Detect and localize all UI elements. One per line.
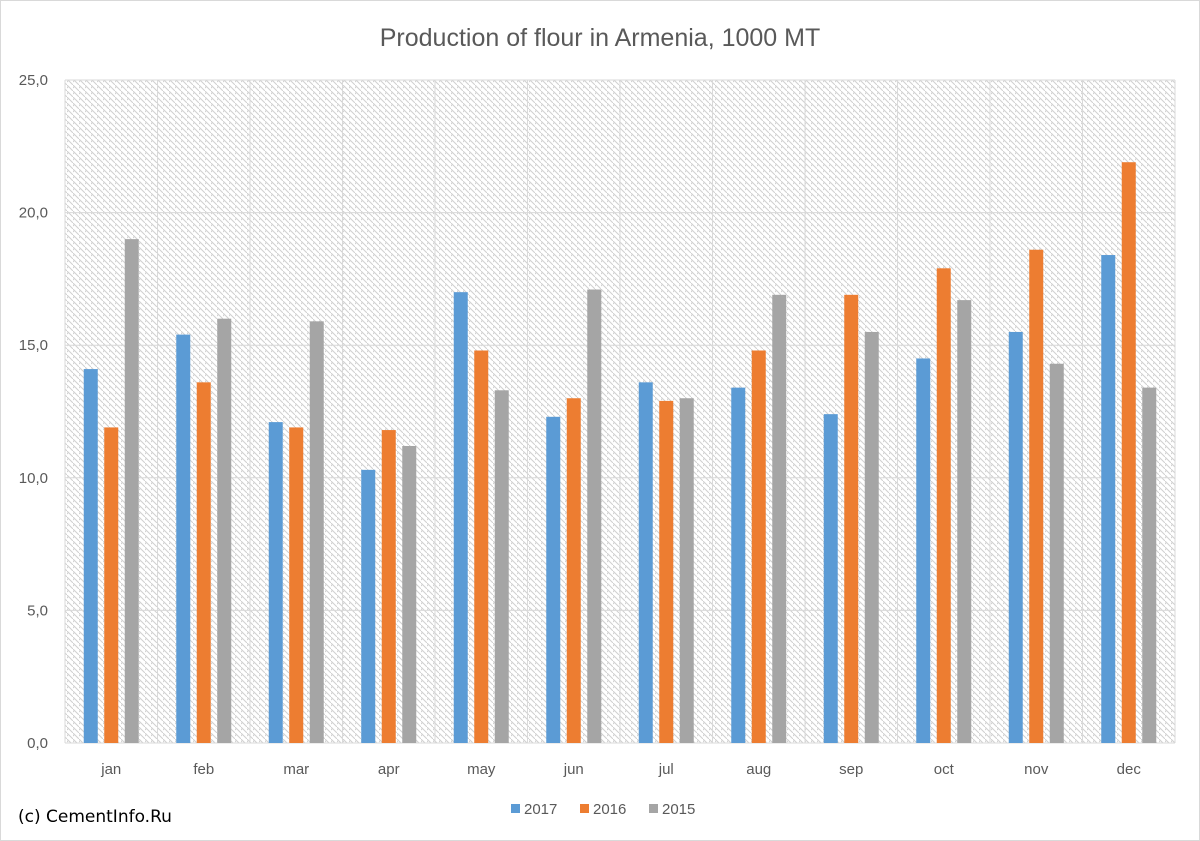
bars (83, 162, 1157, 744)
bar-aug-2015 (772, 294, 787, 743)
bar-nov-2015 (1049, 363, 1064, 743)
bar-nov-2016 (1029, 249, 1044, 743)
bar-apr-2017 (361, 469, 376, 743)
x-tick-label: feb (193, 761, 214, 778)
bar-sep-2016 (844, 294, 859, 743)
bar-jan-2017 (83, 369, 98, 743)
legend-swatch-2015 (649, 804, 658, 813)
y-tick-label: 0,0 (27, 735, 48, 752)
bar-dec-2017 (1101, 255, 1116, 744)
bar-apr-2015 (402, 445, 417, 743)
bar-apr-2016 (381, 430, 396, 743)
x-tick-label: jan (100, 761, 121, 778)
bar-may-2017 (453, 292, 468, 743)
x-tick-label: jun (563, 761, 584, 778)
bar-jun-2016 (566, 398, 581, 743)
legend-swatch-2017 (511, 804, 520, 813)
y-tick-label: 25,0 (19, 72, 48, 89)
x-tick-label: sep (839, 761, 863, 778)
chart-title: Production of flour in Armenia, 1000 MT (380, 24, 821, 52)
y-tick-label: 20,0 (19, 205, 48, 222)
legend-label-2017: 2017 (524, 801, 557, 818)
bar-sep-2017 (823, 414, 838, 743)
x-tick-label: mar (283, 761, 309, 778)
bar-jun-2015 (587, 289, 602, 743)
bar-mar-2016 (289, 427, 304, 743)
bar-sep-2015 (864, 331, 879, 743)
bar-oct-2017 (916, 358, 931, 743)
bar-jul-2015 (679, 398, 694, 743)
gridlines (64, 79, 1176, 744)
bar-oct-2015 (957, 300, 972, 743)
bar-mar-2017 (268, 422, 283, 743)
y-axis-ticks: 0,0 5,0 10,0 15,0 20,0 25,0 (19, 72, 48, 752)
bar-oct-2016 (936, 268, 951, 743)
bar-feb-2017 (176, 334, 191, 743)
bar-jul-2016 (659, 400, 674, 743)
bar-jul-2017 (638, 382, 653, 743)
x-tick-label: apr (378, 761, 400, 778)
bar-feb-2015 (217, 318, 232, 743)
credit-text: (c) CementInfo.Ru (18, 807, 172, 827)
bar-may-2016 (474, 350, 489, 743)
y-tick-label: 10,0 (19, 470, 48, 487)
bar-jan-2016 (104, 427, 119, 743)
y-tick-label: 5,0 (27, 602, 48, 619)
x-tick-label: oct (934, 761, 955, 778)
x-axis-ticks: jan feb mar apr may jun jul aug sep oct nov dec (100, 761, 1141, 778)
legend-swatch-2016 (580, 804, 589, 813)
y-tick-label: 15,0 (19, 337, 48, 354)
x-tick-label: aug (746, 761, 771, 778)
legend: 2017 2016 2015 (511, 801, 695, 818)
x-tick-label: nov (1024, 761, 1049, 778)
bar-jun-2017 (546, 416, 561, 743)
bar-may-2015 (494, 390, 509, 743)
bar-aug-2016 (751, 350, 766, 743)
legend-label-2016: 2016 (593, 801, 626, 818)
x-tick-label: dec (1117, 761, 1142, 778)
x-tick-label: may (467, 761, 496, 778)
bar-feb-2016 (196, 382, 211, 743)
bar-nov-2017 (1008, 331, 1023, 743)
legend-label-2015: 2015 (662, 801, 695, 818)
bar-mar-2015 (309, 321, 324, 743)
bar-aug-2017 (731, 387, 746, 743)
bar-dec-2015 (1142, 387, 1157, 743)
bar-dec-2016 (1121, 162, 1136, 743)
bar-jan-2015 (124, 239, 139, 743)
x-tick-label: jul (658, 761, 674, 778)
